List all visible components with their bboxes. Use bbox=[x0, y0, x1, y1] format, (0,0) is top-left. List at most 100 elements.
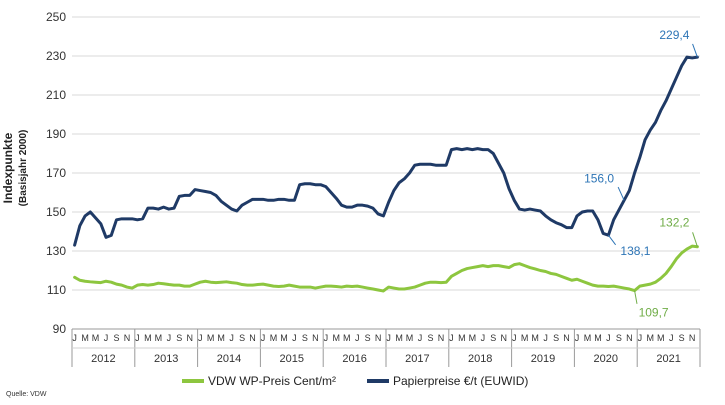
month-tick-label: J bbox=[229, 333, 234, 343]
year-tick-label: 2012 bbox=[91, 353, 115, 365]
y-tick-label: 210 bbox=[46, 88, 66, 102]
month-tick-label: M bbox=[155, 333, 163, 343]
month-tick-label: J bbox=[167, 333, 172, 343]
month-tick-label: S bbox=[239, 333, 245, 343]
legend: VDW WP-Preis Cent/m² Papierpreise €/t (EU… bbox=[182, 374, 528, 388]
month-tick-label: S bbox=[616, 333, 622, 343]
month-tick-label: N bbox=[563, 333, 570, 343]
month-tick-label: M bbox=[333, 333, 341, 343]
month-tick-label: J bbox=[261, 333, 266, 343]
year-tick-label: 2014 bbox=[217, 353, 241, 365]
legend-label: VDW WP-Preis Cent/m² bbox=[208, 374, 336, 388]
month-tick-label: N bbox=[438, 333, 445, 343]
month-tick-label: M bbox=[207, 333, 215, 343]
month-tick-label: J bbox=[386, 333, 391, 343]
y-tick-label: 130 bbox=[46, 244, 66, 258]
month-tick-label: J bbox=[543, 333, 548, 343]
month-tick-label: M bbox=[521, 333, 529, 343]
y-axis-subtitle: (Basisjahr 2000) bbox=[18, 130, 29, 207]
annotation-label: 109,7 bbox=[639, 306, 669, 320]
month-tick-label: S bbox=[427, 333, 433, 343]
year-tick-label: 2020 bbox=[594, 353, 618, 365]
series-lines bbox=[73, 55, 699, 293]
month-tick-label: N bbox=[689, 333, 696, 343]
source-note: Quelle: VDW bbox=[6, 391, 47, 398]
month-tick-label: J bbox=[512, 333, 517, 343]
annotation-label: 132,2 bbox=[659, 216, 689, 230]
month-tick-label: N bbox=[187, 333, 194, 343]
month-tick-label: S bbox=[365, 333, 371, 343]
month-tick-label: M bbox=[270, 333, 278, 343]
annotation-label: 156,0 bbox=[584, 171, 614, 185]
month-tick-label: J bbox=[481, 333, 486, 343]
annotation-leader bbox=[634, 290, 638, 304]
month-tick-label: J bbox=[104, 333, 109, 343]
annotation-label: 229,4 bbox=[659, 28, 689, 42]
y-tick-label: 150 bbox=[46, 205, 66, 219]
month-tick-label: J bbox=[606, 333, 611, 343]
month-tick-label: N bbox=[501, 333, 508, 343]
month-tick-label: J bbox=[324, 333, 329, 343]
month-tick-label: M bbox=[395, 333, 403, 343]
month-tick-label: S bbox=[553, 333, 559, 343]
annotation-leader bbox=[692, 232, 698, 247]
month-tick-label: S bbox=[490, 333, 496, 343]
year-tick-label: 2015 bbox=[280, 353, 304, 365]
month-tick-label: N bbox=[626, 333, 633, 343]
month-tick-label: J bbox=[72, 333, 77, 343]
month-tick-label: M bbox=[458, 333, 466, 343]
grid-lines bbox=[72, 16, 700, 330]
month-tick-label: M bbox=[406, 333, 414, 343]
month-tick-label: J bbox=[418, 333, 423, 343]
year-tick-label: 2018 bbox=[468, 353, 492, 365]
month-tick-label: J bbox=[355, 333, 360, 343]
y-tick-label: 250 bbox=[46, 10, 66, 24]
month-tick-label: S bbox=[679, 333, 685, 343]
year-tick-label: 2016 bbox=[342, 353, 366, 365]
month-tick-label: S bbox=[113, 333, 119, 343]
month-tick-label: J bbox=[449, 333, 454, 343]
month-tick-label: M bbox=[144, 333, 152, 343]
year-tick-label: 2013 bbox=[154, 353, 178, 365]
year-tick-label: 2017 bbox=[405, 353, 429, 365]
y-tick-label: 170 bbox=[46, 166, 66, 180]
y-axis-label: Indexpunkte (Basisjahr 2000) bbox=[1, 130, 29, 207]
month-tick-label: S bbox=[176, 333, 182, 343]
month-tick-label: M bbox=[92, 333, 100, 343]
month-tick-label: J bbox=[638, 333, 643, 343]
month-tick-label: J bbox=[669, 333, 674, 343]
data-annotations: 229,4 156,0 138,1 132,2 109,7 bbox=[584, 28, 698, 320]
y-tick-label: 90 bbox=[53, 322, 67, 336]
month-tick-label: M bbox=[217, 333, 225, 343]
y-axis-ticks: 90 110 130 150 170 190 210 230 250 bbox=[46, 10, 66, 336]
month-tick-label: M bbox=[647, 333, 655, 343]
series-line-papierpreise bbox=[73, 55, 699, 247]
month-tick-label: M bbox=[584, 333, 592, 343]
y-tick-label: 230 bbox=[46, 49, 66, 63]
month-tick-label: M bbox=[280, 333, 288, 343]
month-tick-label: M bbox=[594, 333, 602, 343]
y-axis-title: Indexpunkte bbox=[1, 132, 15, 203]
y-tick-label: 190 bbox=[46, 127, 66, 141]
month-tick-label: M bbox=[81, 333, 89, 343]
annotation-leader bbox=[617, 186, 625, 201]
month-tick-label: J bbox=[135, 333, 140, 343]
series-line-vdw-wp-preis bbox=[73, 244, 699, 293]
month-tick-label: M bbox=[657, 333, 665, 343]
month-tick-label: M bbox=[469, 333, 477, 343]
annotation-leader bbox=[608, 234, 617, 246]
legend-label: Papierpreise €/t (EUWID) bbox=[393, 374, 528, 388]
y-tick-label: 110 bbox=[47, 283, 66, 297]
month-tick-label: N bbox=[124, 333, 131, 343]
month-tick-label: N bbox=[375, 333, 382, 343]
annotation-leader bbox=[692, 43, 698, 58]
year-tick-label: 2019 bbox=[531, 353, 555, 365]
year-tick-label: 2021 bbox=[656, 353, 680, 365]
month-tick-label: J bbox=[575, 333, 580, 343]
month-tick-label: N bbox=[312, 333, 319, 343]
month-tick-label: N bbox=[249, 333, 256, 343]
month-tick-label: J bbox=[198, 333, 203, 343]
month-tick-label: S bbox=[302, 333, 308, 343]
